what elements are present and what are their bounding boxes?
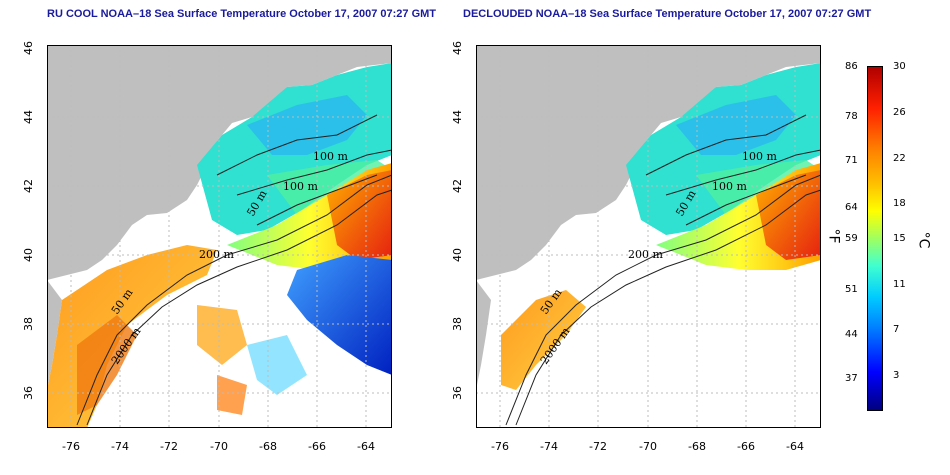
x-tick: -72 (589, 440, 607, 453)
x-tick: -72 (160, 440, 178, 453)
celsius-label: 11 (893, 279, 906, 290)
celsius-label: 18 (893, 198, 906, 209)
fahrenheit-label: 37 (845, 373, 858, 384)
x-tick: -74 (111, 440, 129, 453)
celsius-label: 3 (893, 370, 900, 381)
y-tick: 46 (22, 41, 35, 55)
map-frame (47, 45, 392, 428)
celsius-label: 22 (893, 153, 906, 164)
right-sst-map: 100 m 100 m 50 m 200 m 50 m 2000 m (476, 45, 821, 428)
fahrenheit-unit: °F (825, 228, 842, 244)
y-tick: 36 (22, 386, 35, 400)
x-tick: -74 (540, 440, 558, 453)
land-northeast-us (476, 45, 821, 280)
x-tick: -66 (308, 440, 326, 453)
celsius-label: 26 (893, 107, 906, 118)
x-tick: -68 (259, 440, 277, 453)
fahrenheit-label: 59 (845, 233, 858, 244)
fahrenheit-label: 64 (845, 202, 858, 213)
celsius-label: 30 (893, 61, 906, 72)
temperature-colorbar (867, 66, 883, 411)
y-tick: 36 (451, 386, 464, 400)
y-tick: 44 (451, 110, 464, 124)
land-mid-atlantic (47, 280, 62, 390)
x-tick: -76 (62, 440, 80, 453)
fahrenheit-label: 44 (845, 329, 858, 340)
fahrenheit-label: 78 (845, 111, 858, 122)
y-tick: 38 (22, 317, 35, 331)
x-tick: -76 (491, 440, 509, 453)
y-tick: 38 (451, 317, 464, 331)
left-sst-map: 100 m 100 m 50 m 200 m 50 m 2000 m (47, 45, 392, 428)
y-tick: 42 (451, 179, 464, 193)
contour-label-100m-b: 100 m (283, 180, 318, 193)
right-map-title: DECLOUDED NOAA–18 Sea Surface Temperatur… (463, 8, 872, 20)
x-tick: -66 (737, 440, 755, 453)
fahrenheit-label: 86 (845, 61, 858, 72)
contour-label-100m-b: 100 m (712, 180, 747, 193)
y-tick: 44 (22, 110, 35, 124)
y-tick: 46 (451, 41, 464, 55)
land-northeast-us (47, 45, 392, 280)
contour-label-100m-a: 100 m (313, 150, 348, 163)
celsius-unit: °C (915, 231, 932, 249)
x-tick: -70 (210, 440, 228, 453)
fahrenheit-label: 71 (845, 155, 858, 166)
celsius-label: 7 (893, 324, 900, 335)
y-tick: 40 (22, 248, 35, 262)
land-mid-atlantic (476, 280, 491, 390)
celsius-label: 15 (893, 233, 906, 244)
contour-label-200m: 200 m (199, 248, 234, 261)
x-tick: -70 (639, 440, 657, 453)
contour-label-200m: 200 m (628, 248, 663, 261)
x-tick: -64 (357, 440, 375, 453)
map-frame (476, 45, 821, 428)
left-map-title: RU COOL NOAA–18 Sea Surface Temperature … (47, 8, 437, 20)
y-tick: 42 (22, 179, 35, 193)
y-tick: 40 (451, 248, 464, 262)
x-tick: -64 (786, 440, 804, 453)
contour-label-100m-a: 100 m (742, 150, 777, 163)
fahrenheit-label: 51 (845, 284, 858, 295)
x-tick: -68 (688, 440, 706, 453)
